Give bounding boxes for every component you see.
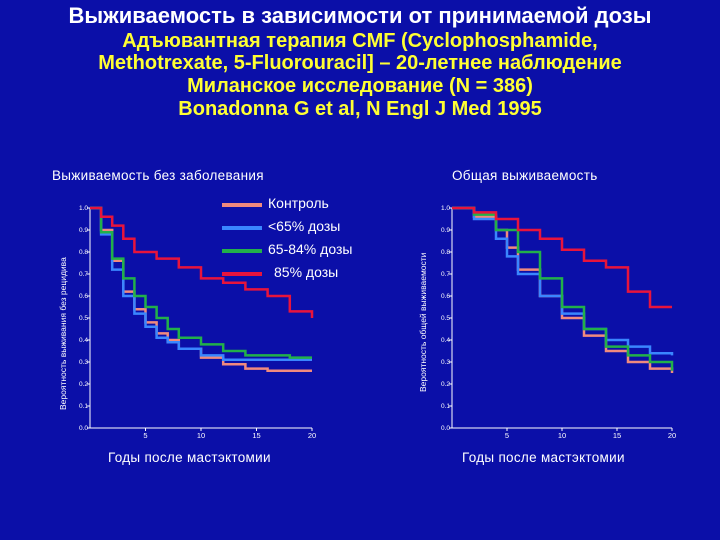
y-tick-label: 0.1 — [79, 403, 88, 410]
chart-right-title: Общая выживаемость — [452, 168, 598, 183]
y-tick-label: 0.9 — [79, 227, 88, 234]
y-tick-label: 1.0 — [441, 205, 450, 212]
y-tick-label: 0.4 — [441, 337, 450, 344]
series-line-dfs-1 — [90, 206, 312, 362]
x-tick-label: 15 — [613, 431, 621, 440]
y-tick-label: 0.3 — [441, 359, 450, 366]
y-tick-label: 0.8 — [441, 249, 450, 256]
x-tick-label: 5 — [143, 431, 147, 440]
x-tick-label: 10 — [197, 431, 205, 440]
legend-item-label: <65% дозы — [268, 218, 341, 234]
slide-title: Выживаемость в зависимости от принимаемо… — [68, 3, 652, 28]
x-tick-label: 20 — [668, 431, 676, 440]
x-tick-label: 5 — [505, 431, 509, 440]
y-tick-label: 0.9 — [441, 227, 450, 234]
x-tick-label: 10 — [558, 431, 566, 440]
y-tick-label: 0.0 — [79, 425, 88, 432]
subtitle-line-4: Bonadonna G et al, N Engl J Med 1995 — [178, 98, 542, 120]
subtitle-line-3: Миланское исследование (N = 386) — [187, 75, 533, 97]
y-tick-label: 0.8 — [79, 249, 88, 256]
subtitle-line-2: Methotrexate, 5-Fluorouracil] – 20-летне… — [98, 52, 622, 74]
chart-left-title: Выживаемость без заболевания — [52, 168, 264, 183]
x-tick-label: 20 — [308, 431, 316, 440]
y-tick-label: 0.4 — [79, 337, 88, 344]
series-line-os-3 — [452, 206, 672, 309]
series-line-dfs-0 — [90, 206, 312, 373]
y-tick-label: 0.7 — [441, 271, 450, 278]
y-tick-label: 1.0 — [79, 205, 88, 212]
legend-item-label: 85% дозы — [274, 264, 339, 280]
legend-item-label: 65-84% дозы — [268, 241, 353, 257]
y-tick-label: 0.5 — [441, 315, 450, 322]
y-tick-label: 0.7 — [79, 271, 88, 278]
y-tick-label: 0.3 — [79, 359, 88, 366]
y-tick-label: 0.2 — [441, 381, 450, 388]
y-tick-label: 0.5 — [79, 315, 88, 322]
chart-right-xlabel: Годы после мастэктомии — [462, 450, 625, 465]
subtitle-line-1: Адъювантная терапия CMF (Cyclophosphamid… — [122, 30, 598, 52]
series-line-dfs-2 — [90, 206, 312, 359]
legend-item-label: Контроль — [268, 195, 329, 211]
y-tick-label: 0.6 — [79, 293, 88, 300]
y-tick-label: 0.0 — [441, 425, 450, 432]
y-tick-label: 0.6 — [441, 293, 450, 300]
y-tick-label: 0.1 — [441, 403, 450, 410]
series-line-dfs-3 — [90, 206, 314, 318]
x-tick-label: 15 — [252, 431, 260, 440]
chart-left-xlabel: Годы после мастэктомии — [108, 450, 271, 465]
y-tick-label: 0.2 — [79, 381, 88, 388]
